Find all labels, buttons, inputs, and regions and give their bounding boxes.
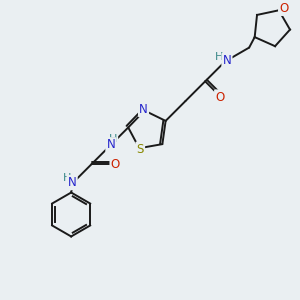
Text: N: N (106, 138, 115, 151)
Text: O: O (279, 2, 289, 15)
Text: N: N (223, 54, 231, 67)
Text: S: S (136, 143, 144, 156)
Text: H: H (63, 172, 71, 183)
Text: O: O (215, 91, 224, 103)
Text: H: H (215, 52, 223, 61)
Text: N: N (139, 103, 148, 116)
Text: H: H (109, 134, 117, 144)
Text: N: N (68, 176, 76, 189)
Text: O: O (111, 158, 120, 171)
